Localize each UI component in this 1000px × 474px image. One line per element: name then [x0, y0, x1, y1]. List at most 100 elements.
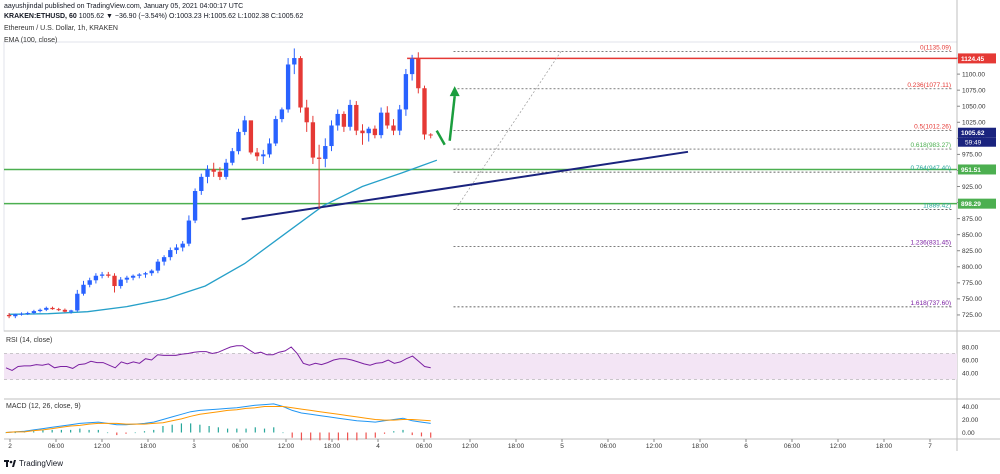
macd-histogram-bar [328, 432, 330, 441]
support-price-badge-text: 898.29 [961, 201, 981, 208]
support-price-badge [958, 164, 996, 175]
rsi-tick-label: 80.00 [962, 344, 979, 351]
price-tick-label: 775.00 [962, 280, 982, 287]
macd-histogram-bar [273, 427, 275, 433]
fib-level-label: 0.764(947.40) [911, 165, 951, 172]
candle-body [347, 104, 353, 127]
rsi-line [5, 345, 431, 371]
candle-body [323, 146, 328, 159]
ema-100-line [9, 159, 438, 315]
support-price-badge [958, 198, 996, 209]
candle-body [44, 307, 49, 310]
candle-body [155, 261, 161, 271]
candle-body [298, 58, 303, 108]
time-tick-label: 12:00 [94, 443, 111, 450]
candle-body [118, 279, 123, 287]
macd-histogram-bar [116, 432, 118, 436]
candle-body [316, 157, 322, 159]
fib-level-label: 0.236(1077.11) [907, 82, 951, 89]
candle-body [25, 313, 30, 315]
candle-body [180, 243, 185, 248]
candle-body [68, 310, 74, 312]
time-tick-label: 06:00 [784, 443, 801, 450]
macd-histogram-bar [79, 428, 81, 433]
fib-level-label: 1(889.42) [923, 202, 951, 209]
candle-body [168, 250, 173, 258]
price-tick-label: 975.00 [962, 152, 982, 159]
resistance-price-badge [958, 53, 996, 64]
footer: TradingView [4, 459, 63, 468]
candle-body [267, 143, 272, 155]
candle-body [161, 257, 167, 262]
candle-body [304, 107, 309, 123]
macd-histogram-bar [153, 429, 155, 433]
candle-body [56, 309, 61, 311]
candle-body [124, 277, 130, 280]
macd-histogram-bar [143, 431, 146, 433]
time-tick-label: 6 [744, 443, 748, 450]
candle-body [81, 284, 86, 294]
price-tick-label: 1050.00 [962, 104, 986, 111]
candle-body [217, 171, 223, 177]
macd-signal-line [5, 406, 431, 433]
time-tick-label: 06:00 [232, 443, 249, 450]
macd-histogram-bar [226, 428, 229, 433]
rsi-tick-label: 60.00 [962, 357, 979, 364]
candle-body [211, 169, 216, 172]
candle-body [112, 275, 117, 287]
macd-histogram-bar [245, 428, 247, 433]
time-tick-label: 12:00 [646, 443, 663, 450]
macd-histogram-bar [291, 432, 293, 438]
candle-body [341, 113, 347, 127]
candle-body [360, 130, 365, 134]
macd-histogram-bar [282, 432, 284, 434]
candle-body [385, 112, 390, 126]
macd-histogram-bar [33, 431, 35, 433]
macd-line [5, 403, 431, 433]
macd-tick-label: 0.00 [962, 430, 975, 437]
countdown-badge [958, 137, 996, 147]
macd-histogram-bar [14, 432, 16, 434]
candle-body [242, 120, 247, 132]
candle-body [335, 113, 340, 126]
candle-body [248, 120, 254, 153]
macd-histogram-bar [97, 429, 99, 433]
last-price-badge [958, 127, 996, 138]
candle-body [87, 280, 92, 285]
resistance-price-badge-text: 1124.45 [961, 56, 985, 63]
fib-level-label: 0.5(1012.26) [914, 123, 951, 130]
macd-histogram-bar [263, 428, 266, 433]
macd-histogram-bar [51, 429, 53, 433]
time-tick-label: 06:00 [416, 443, 433, 450]
fib-level-label: 0(1135.09) [920, 45, 951, 52]
price-tick-label: 750.00 [962, 296, 982, 303]
time-tick-label: 12:00 [278, 443, 295, 450]
price-tick-label: 875.00 [962, 216, 982, 223]
macd-histogram-bar [60, 429, 62, 433]
macd-histogram-bar [402, 429, 404, 433]
time-tick-label: 06:00 [600, 443, 617, 450]
symbol-ohlc-line: KRAKEN:ETHUSD, 60 1005.62 ▼ −36.90 (−3.54… [4, 13, 305, 20]
candle-body [230, 151, 235, 163]
macd-histogram-bar [236, 428, 238, 433]
fib-level-label: 1.236(831.45) [911, 240, 951, 247]
macd-histogram-bar [347, 432, 349, 441]
candle-body [50, 307, 55, 310]
macd-histogram-bar [420, 432, 423, 437]
price-tick-label: 1075.00 [962, 87, 986, 94]
price-tick-label: 1100.00 [962, 71, 985, 78]
countdown-badge-text: 59:49 [965, 140, 982, 147]
macd-histogram-bar [319, 432, 321, 441]
candle-body [366, 128, 371, 134]
candle-body [236, 131, 241, 152]
footer-brand: TradingView [19, 459, 64, 468]
time-tick-label: 18:00 [508, 443, 525, 450]
candle-body [13, 314, 18, 317]
tradingview-logo-icon [4, 459, 16, 467]
price-tick-label: 1025.00 [962, 120, 986, 127]
time-tick-label: 06:00 [48, 443, 65, 450]
candle-body [205, 169, 210, 177]
upside-arrow-head [449, 86, 460, 97]
candle-body [62, 309, 68, 312]
